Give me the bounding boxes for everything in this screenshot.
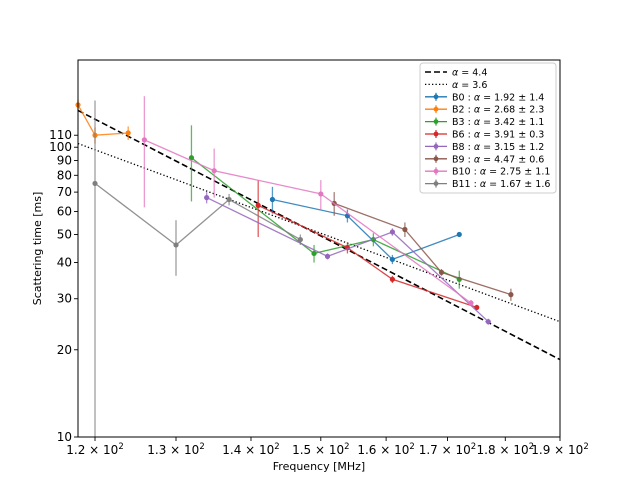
series-line-B10 <box>144 139 472 304</box>
y-tick-label-3: 40 <box>57 256 72 270</box>
series-line-B3 <box>191 157 460 280</box>
plot-area <box>77 59 561 438</box>
series-line-B6 <box>257 204 478 309</box>
x-tick-label-0: 1.2 × 102 <box>66 442 123 457</box>
legend-swatch-marker <box>433 181 439 187</box>
series-line-B11 <box>94 182 301 246</box>
y-tick-label-2: 30 <box>57 292 72 306</box>
fit-line-0 <box>77 109 561 361</box>
x-tick-label-6: 1.8 × 102 <box>477 442 534 457</box>
series-line-B8 <box>206 197 489 323</box>
series-B2 <box>75 99 131 144</box>
data-point-B2-2 <box>125 130 131 136</box>
legend-label: B2 : α = 2.68 ± 2.3 <box>452 105 544 116</box>
x-tick-label-4: 1.6 × 102 <box>357 442 414 457</box>
legend-label: B6 : α = 3.91 ± 0.3 <box>452 130 544 141</box>
data-point-B9-3 <box>508 292 514 298</box>
series-B8 <box>204 192 491 325</box>
data-point-B10-0 <box>141 137 147 143</box>
y-axis-label: Scattering time [ms] <box>31 192 44 306</box>
legend-item-B3: B3 : α = 3.42 ± 1.1 <box>425 117 544 128</box>
data-point-B9-2 <box>438 269 445 275</box>
x-tick-label-1: 1.3 × 102 <box>147 442 204 457</box>
legend-item-B10: B10 : α = 2.75 ± 1.1 <box>425 167 550 178</box>
fit-line-1 <box>77 142 561 323</box>
y-tick-label-1: 20 <box>57 343 72 357</box>
legend-box <box>419 62 557 194</box>
legend-item-B2: B2 : α = 2.68 ± 2.3 <box>425 105 544 116</box>
legend-item-fit-1: α = 3.6 <box>425 80 487 91</box>
legend-swatch-marker <box>433 131 439 137</box>
legend-swatch-marker <box>433 94 439 100</box>
y-tick-label-4: 50 <box>57 227 72 241</box>
data-point-B6-3 <box>474 304 480 311</box>
y-tick-label-10: 110 <box>49 128 72 142</box>
x-tick-label-7: 1.9 × 102 <box>531 442 588 457</box>
legend-label: B3 : α = 3.42 ± 1.1 <box>452 117 544 128</box>
data-point-B0-2 <box>389 256 396 263</box>
data-point-B8-1 <box>324 253 331 260</box>
fit-lines <box>77 109 561 361</box>
series-B10 <box>141 96 474 307</box>
x-axis-label: Frequency [MHz] <box>273 460 365 473</box>
y-tick-label-7: 80 <box>57 168 72 182</box>
data-point-B0-0 <box>269 196 276 203</box>
series-line-B2 <box>77 104 129 136</box>
data-point-B11-0 <box>92 180 98 187</box>
x-tick-label-2: 1.4 × 102 <box>222 442 279 457</box>
series-line-B9 <box>333 202 512 296</box>
data-point-B10-1 <box>211 168 217 174</box>
y-tick-label-8: 90 <box>57 153 72 167</box>
x-tick-label-5: 1.7 × 102 <box>419 442 476 457</box>
legend-label: B0 : α = 1.92 ± 1.4 <box>452 92 544 103</box>
data-point-B11-1 <box>173 242 179 248</box>
data-point-B11-2 <box>226 196 232 203</box>
legend-swatch-marker <box>433 144 439 149</box>
data-point-B8-0 <box>204 195 210 201</box>
legend-item-fit-0: α = 4.4 <box>425 68 487 79</box>
data-point-B3-0 <box>188 155 195 161</box>
series-B0 <box>269 186 462 265</box>
y-tick-label-5: 60 <box>57 205 72 219</box>
data-point-B9-1 <box>402 226 408 233</box>
legend-swatch-marker <box>433 106 439 112</box>
legend-item-B6: B6 : α = 3.91 ± 0.3 <box>425 130 544 141</box>
data-point-B6-0 <box>255 202 261 208</box>
legend-swatch-marker <box>433 168 439 174</box>
legend-item-B11: B11 : α = 1.67 ± 1.6 <box>425 179 550 190</box>
data-point-B8-3 <box>485 319 491 325</box>
data-point-B10-2 <box>318 191 324 197</box>
legend-swatch-marker <box>433 119 439 124</box>
legend-label: B9 : α = 4.47 ± 0.6 <box>452 154 544 165</box>
data-point-B0-3 <box>456 231 462 238</box>
data-point-B3-1 <box>311 250 317 257</box>
legend-label: B8 : α = 3.15 ± 1.2 <box>452 142 544 153</box>
data-point-B8-2 <box>389 229 396 235</box>
legend-label: B11 : α = 1.67 ± 1.6 <box>452 179 550 190</box>
series-B9 <box>331 192 514 301</box>
legend-label: α = 3.6 <box>452 80 487 91</box>
legend-swatch-marker <box>433 156 439 162</box>
legend-item-B0: B0 : α = 1.92 ± 1.4 <box>425 92 544 103</box>
data-point-B11-3 <box>297 236 303 243</box>
series-B6 <box>255 180 480 311</box>
y-tick-label-0: 10 <box>57 430 72 444</box>
axis-ticks: 1.2 × 102 1.3 × 102 1.4 × 102 1.5 × 102 1.6 … <box>49 128 589 457</box>
legend-item-B9: B9 : α = 4.47 ± 0.6 <box>425 154 544 165</box>
y-tick-label-9: 100 <box>49 140 72 154</box>
series-line-B0 <box>272 198 460 261</box>
data-point-B6-2 <box>389 276 396 282</box>
legend-label: α = 4.4 <box>452 68 487 79</box>
legend-label: B10 : α = 2.75 ± 1.1 <box>452 167 550 178</box>
y-tick-label-6: 70 <box>57 185 72 199</box>
legend-item-B8: B8 : α = 3.15 ± 1.2 <box>425 142 544 153</box>
x-tick-label-3: 1.5 × 102 <box>292 442 349 457</box>
series-B11 <box>92 100 303 437</box>
legend: α = 4.4α = 3.6B0 : α = 1.92 ± 1.4 B2 : α … <box>419 62 557 194</box>
data-point-B10-3 <box>468 300 474 306</box>
data-series <box>75 96 514 437</box>
